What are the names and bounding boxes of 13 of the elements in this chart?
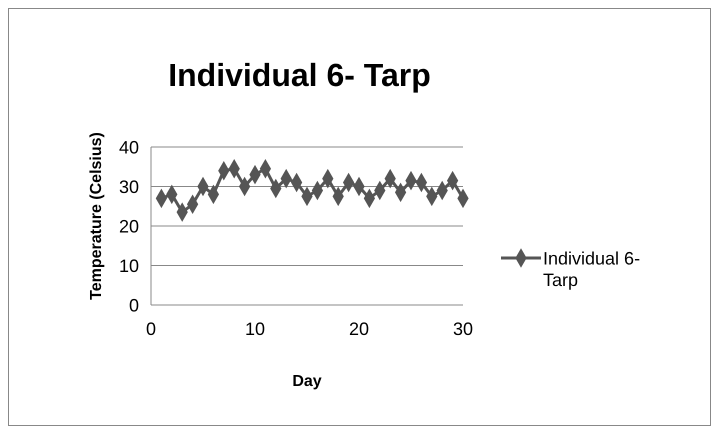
y-axis-title: Temperature (Celsius) bbox=[88, 132, 105, 300]
x-tick-label: 30 bbox=[452, 319, 474, 339]
x-tick-label: 20 bbox=[348, 319, 370, 339]
x-axis-title: Day bbox=[292, 373, 322, 390]
legend-label: Individual 6- Tarp bbox=[543, 248, 640, 290]
y-tick-label: 0 bbox=[128, 295, 139, 316]
x-tick-label: 10 bbox=[244, 319, 266, 339]
chart-title: Individual 6- Tarp bbox=[168, 57, 431, 93]
y-tick-label: 40 bbox=[118, 137, 139, 158]
y-tick-label: 20 bbox=[118, 216, 139, 236]
y-tick-label: 30 bbox=[118, 176, 139, 197]
x-tick-label: 0 bbox=[146, 319, 156, 339]
y-tick-label: 10 bbox=[118, 256, 139, 276]
